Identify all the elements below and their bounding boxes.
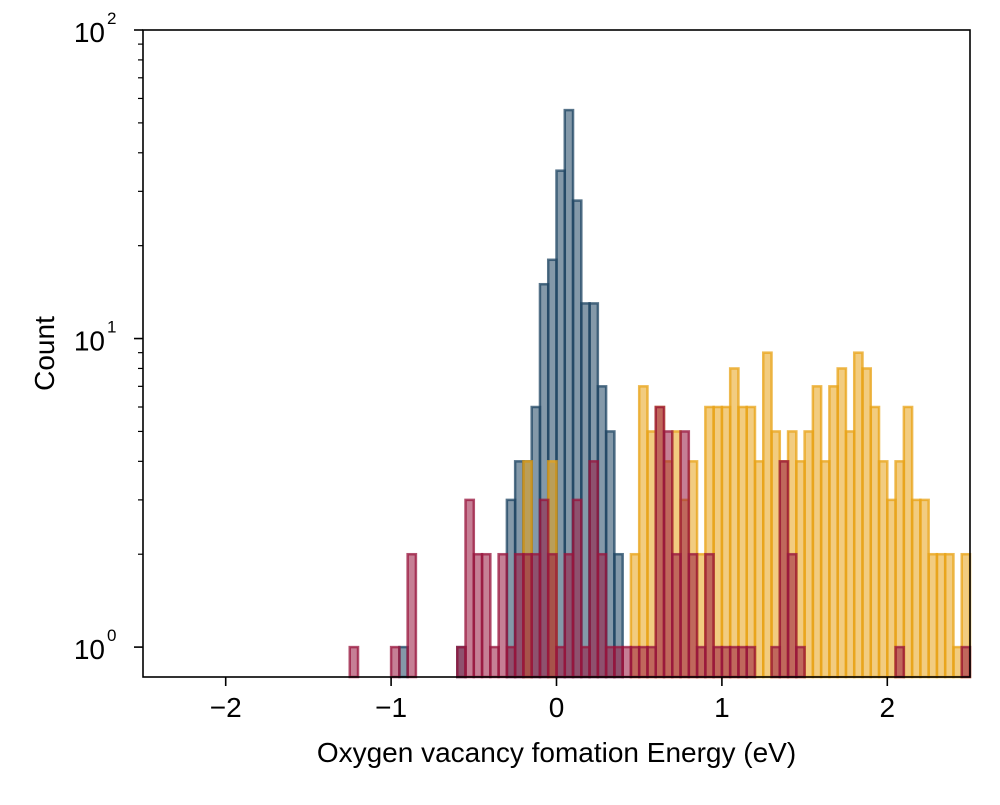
y-tick-exponent: 0: [107, 626, 116, 645]
histogram-bar: [894, 645, 906, 679]
histogram-bar: [795, 645, 806, 679]
x-tick-label: −2: [210, 692, 242, 723]
histogram-bar: [389, 645, 401, 679]
y-axis-label: Count: [29, 316, 60, 391]
y-tick-label: 10: [74, 17, 105, 48]
y-tick-label: 10: [74, 634, 105, 665]
histogram-bar: [406, 552, 418, 679]
bars-layer: [348, 108, 972, 679]
y-tick-label: 10: [74, 326, 105, 357]
histogram-bar: [348, 645, 360, 679]
histogram-bar: [745, 645, 757, 679]
x-tick-label: −1: [375, 692, 407, 723]
x-axis-label: Oxygen vacancy fomation Energy (eV): [317, 737, 796, 768]
histogram-bar: [960, 645, 972, 679]
x-tick-label: 2: [880, 692, 896, 723]
y-tick-exponent: 2: [107, 9, 116, 28]
x-tick-label: 0: [549, 692, 565, 723]
x-tick-label: 1: [714, 692, 730, 723]
y-tick-exponent: 1: [107, 318, 116, 337]
